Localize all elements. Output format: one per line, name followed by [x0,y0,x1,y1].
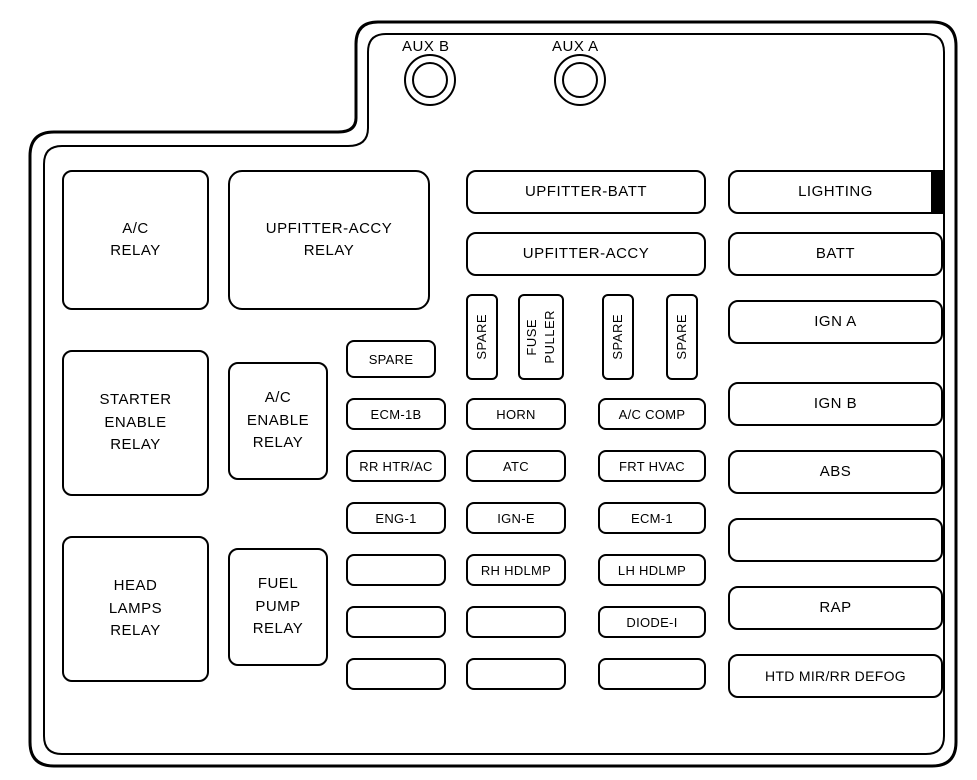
fuse-upfitter-batt: UPFITTER-BATT [466,170,706,214]
fuse-spare-v3: SPARE [666,294,698,380]
fuse-spare-small: SPARE [346,340,436,378]
fuse-spare-v2: SPARE [602,294,634,380]
fuse-lh-hdlmp: LH HDLMP [598,554,706,586]
fuse-ign-a: IGN A [728,300,943,344]
fuse-ac-comp: A/C COMP [598,398,706,430]
fuse-rap: RAP [728,586,943,630]
fuse-blank-3 [466,606,566,638]
fuse-horn: HORN [466,398,566,430]
fuse-frt-hvac: FRT HVAC [598,450,706,482]
fuse-blank-1 [346,554,446,586]
fuse-upfitter-accy: UPFITTER-ACCY [466,232,706,276]
relay-ac: A/C RELAY [62,170,209,310]
fuse-atc: ATC [466,450,566,482]
fuse-ign-b: IGN B [728,382,943,426]
fuse-puller: FUSE PULLER [518,294,564,380]
fuse-eng-1: ENG-1 [346,502,446,534]
fuse-batt: BATT [728,232,943,276]
relay-upfitter-accy: UPFITTER-ACCY RELAY [228,170,430,310]
fuse-blank-4 [346,658,446,690]
fuse-blank-2 [346,606,446,638]
fuse-abs: ABS [728,450,943,494]
fuse-lighting: LIGHTING [728,170,943,214]
fuse-blank-5 [466,658,566,690]
relay-starter-enable: STARTER ENABLE RELAY [62,350,209,496]
fuse-blank-6 [598,658,706,690]
relay-fuel-pump: FUEL PUMP RELAY [228,548,328,666]
fuse-box-diagram: AUX B AUX A A/C RELAY UPFITTER-ACCY RELA… [0,0,977,780]
fuse-rr-htr-ac: RR HTR/AC [346,450,446,482]
fuse-ecm-1: ECM-1 [598,502,706,534]
lighting-notch [931,170,943,214]
fuse-blank-r [728,518,943,562]
fuse-spare-v1: SPARE [466,294,498,380]
fuse-rh-hdlmp: RH HDLMP [466,554,566,586]
aux-a-label: AUX A [552,38,599,55]
relay-head-lamps: HEAD LAMPS RELAY [62,536,209,682]
aux-b-label: AUX B [402,38,450,55]
fuse-ecm-1b: ECM-1B [346,398,446,430]
relay-ac-enable: A/C ENABLE RELAY [228,362,328,480]
fuse-htd-mir: HTD MIR/RR DEFOG [728,654,943,698]
fuse-diode-i: DIODE-I [598,606,706,638]
fuse-ign-e: IGN-E [466,502,566,534]
